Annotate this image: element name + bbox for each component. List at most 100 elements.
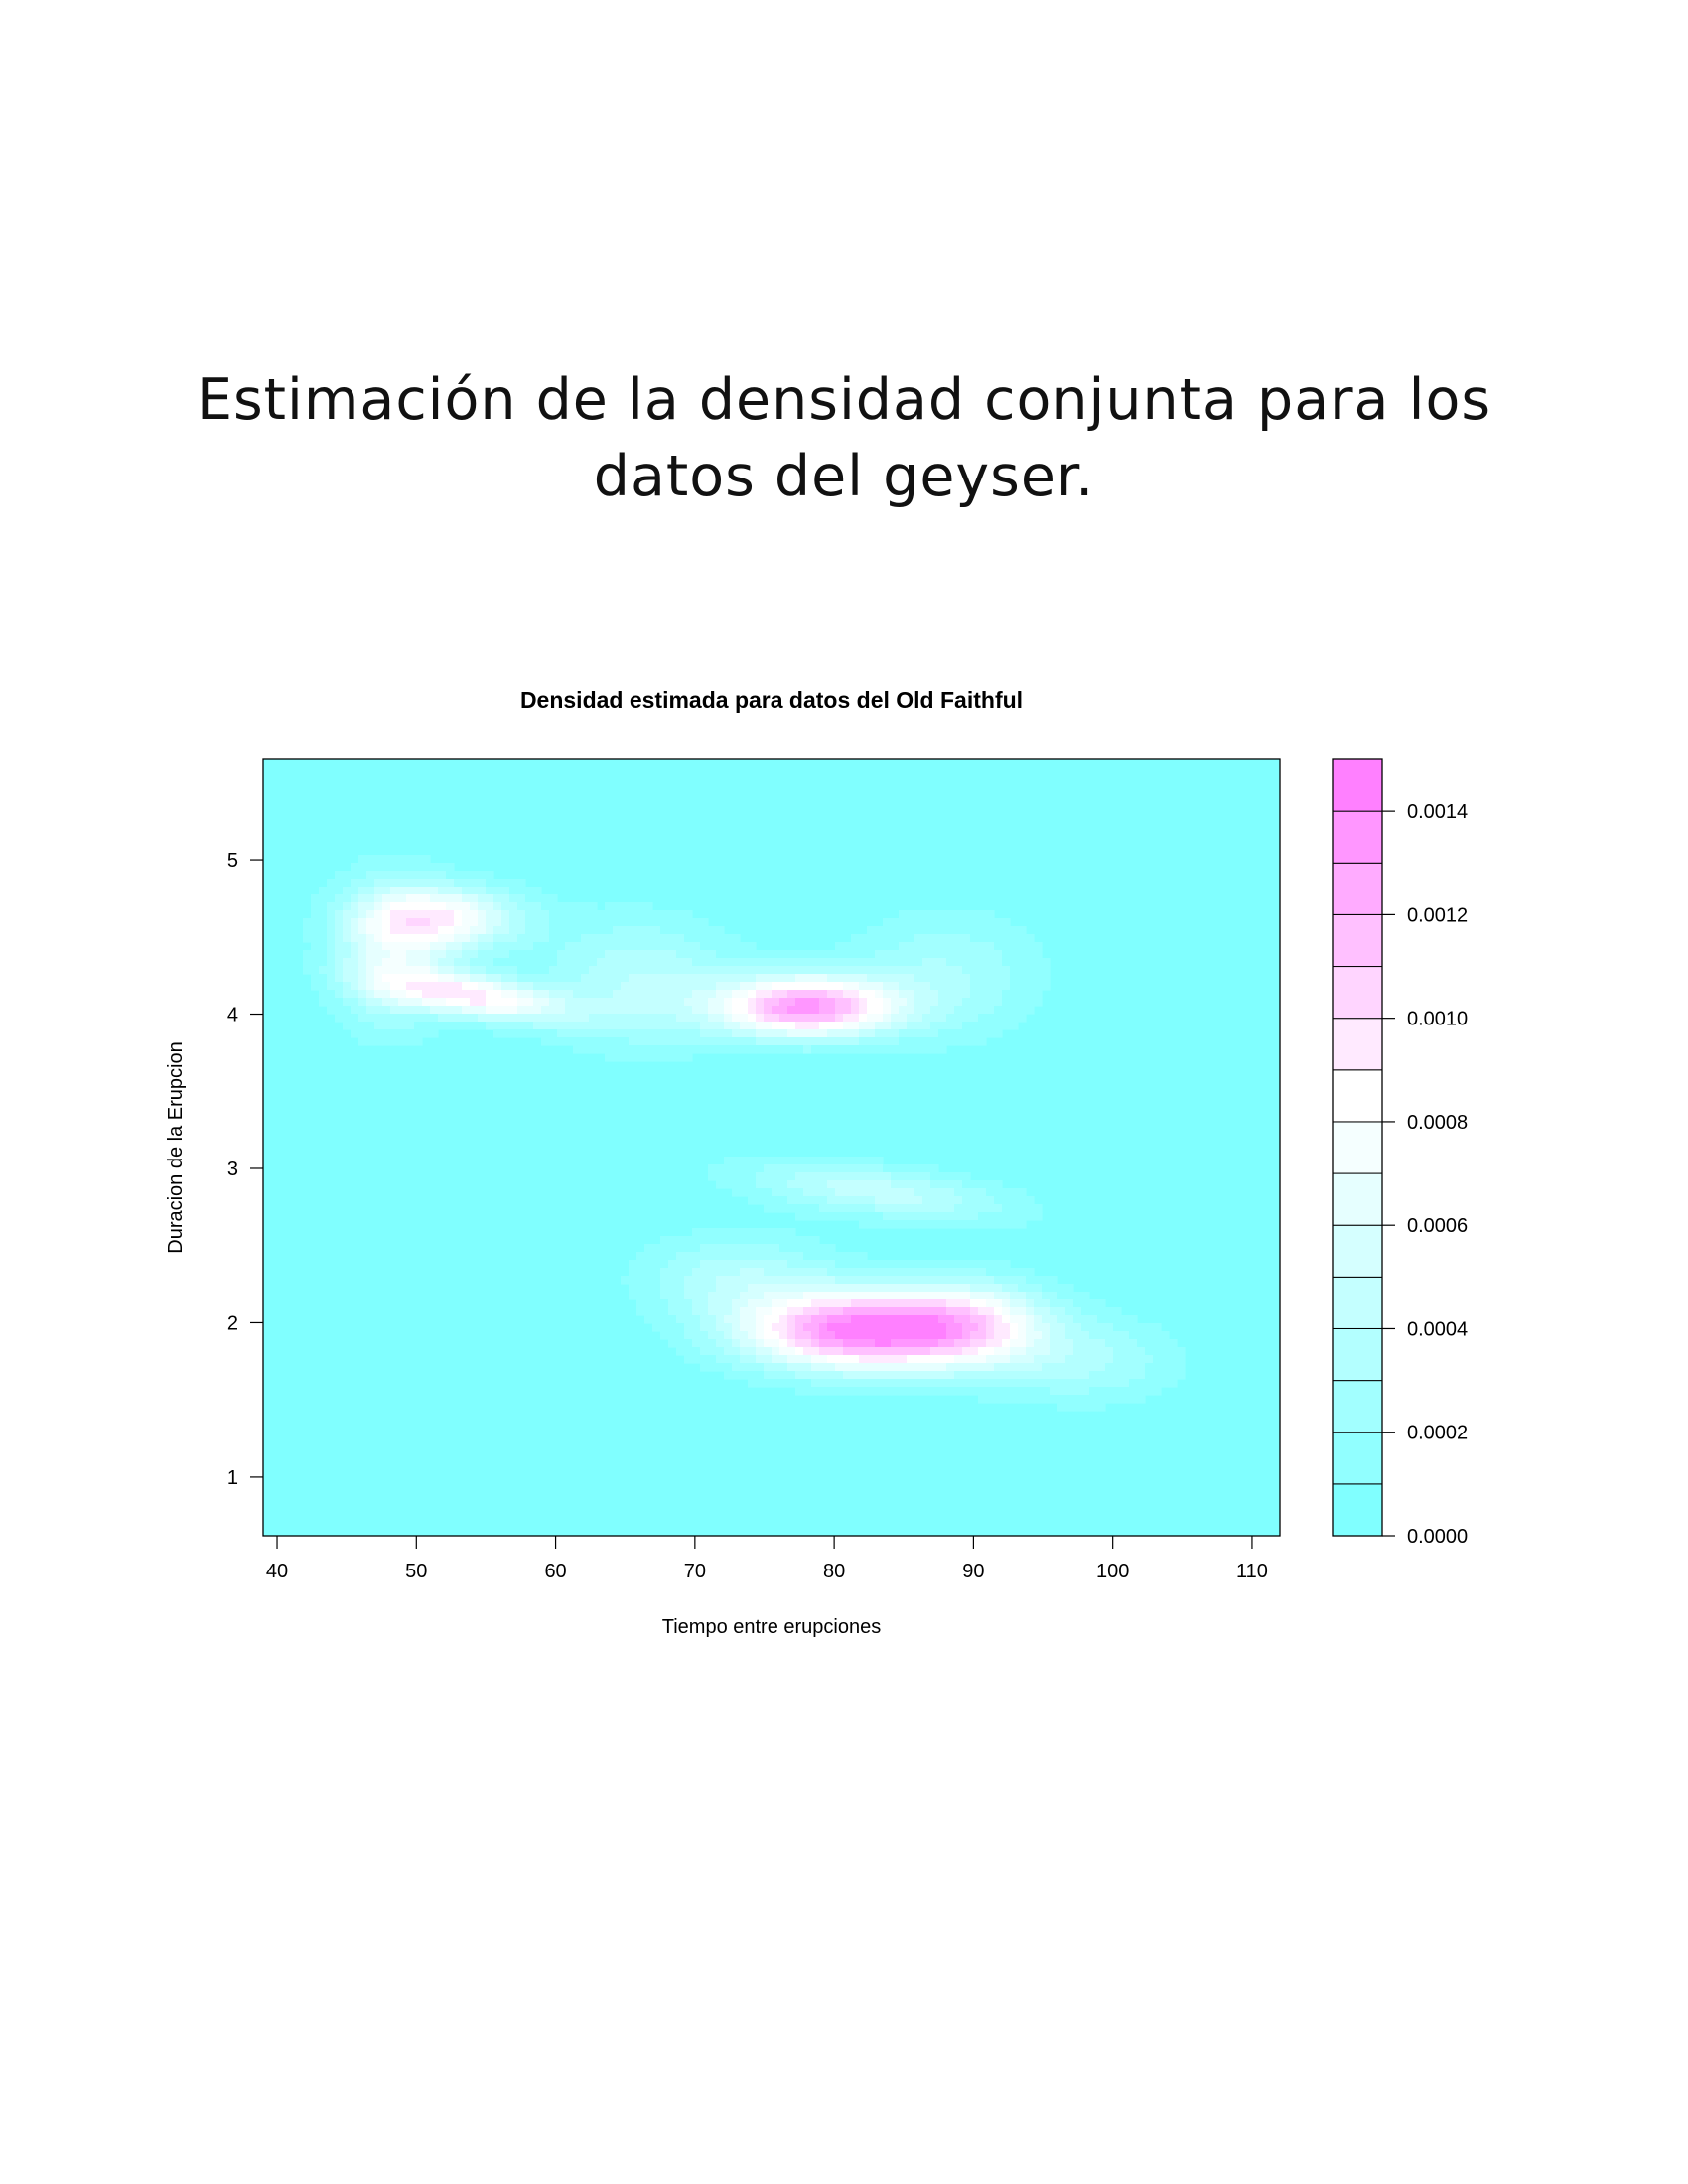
density-cell	[644, 934, 653, 943]
density-cell	[327, 926, 336, 935]
density-cell	[343, 871, 352, 880]
density-cell	[708, 1268, 717, 1277]
density-cell	[803, 1252, 812, 1261]
density-cell	[343, 990, 352, 999]
density-cell	[636, 998, 645, 1007]
density-cell	[875, 1188, 884, 1197]
density-cell	[1002, 1363, 1011, 1372]
density-cell	[938, 1323, 947, 1332]
density-cell	[708, 1164, 717, 1173]
density-cell	[930, 1363, 939, 1372]
density-cell	[748, 1244, 757, 1253]
density-cell	[1018, 1355, 1027, 1364]
density-cell	[946, 1268, 955, 1277]
density-cell	[621, 974, 630, 983]
density-cell	[946, 1387, 955, 1396]
density-cell	[406, 871, 415, 880]
density-cell	[1034, 1355, 1043, 1364]
density-cell	[565, 918, 574, 927]
density-cell	[343, 910, 352, 919]
density-cell	[962, 1315, 971, 1324]
density-cell	[692, 1006, 701, 1015]
density-cell	[756, 958, 765, 967]
density-cell	[597, 1045, 606, 1054]
density-cell	[660, 1323, 669, 1332]
density-cell	[335, 894, 344, 903]
density-cell	[668, 1268, 677, 1277]
density-cell	[740, 1355, 749, 1364]
density-cell	[684, 974, 693, 983]
density-cell	[748, 950, 757, 959]
density-cell	[581, 1022, 590, 1030]
density-cell	[398, 1029, 407, 1038]
density-cell	[899, 910, 908, 919]
density-cell	[382, 950, 391, 959]
density-cell	[930, 1029, 939, 1038]
density-cell	[414, 958, 423, 967]
density-cell	[303, 958, 312, 967]
density-cell	[867, 1260, 876, 1269]
density-cell	[716, 1180, 725, 1189]
density-cell	[684, 1347, 693, 1356]
density-cell	[994, 1260, 1003, 1269]
density-cell	[597, 990, 606, 999]
density-cell	[700, 958, 709, 967]
density-cell	[644, 1268, 653, 1277]
density-cell	[644, 1006, 653, 1015]
density-cell	[1113, 1323, 1122, 1332]
density-cell	[549, 1014, 558, 1023]
density-cell	[732, 1029, 741, 1038]
density-cell	[811, 1299, 820, 1308]
density-cell	[764, 1172, 773, 1181]
density-cell	[470, 942, 479, 951]
density-cell	[1105, 1363, 1114, 1372]
density-cell	[668, 1252, 677, 1261]
density-cell	[366, 879, 375, 887]
density-cell	[899, 1292, 908, 1300]
density-cell	[1010, 998, 1019, 1007]
density-cell	[748, 1029, 757, 1038]
density-cell	[859, 990, 868, 999]
density-cell	[1026, 1379, 1035, 1388]
density-cell	[374, 1006, 383, 1015]
density-cell	[1026, 998, 1035, 1007]
density-cell	[724, 1045, 733, 1054]
density-cell	[875, 990, 884, 999]
density-cell	[1105, 1339, 1114, 1348]
density-cell	[414, 990, 423, 999]
density-cell	[907, 1268, 915, 1277]
density-cell	[827, 1164, 836, 1173]
density-cell	[787, 1006, 796, 1015]
density-cell	[644, 1292, 653, 1300]
density-cell	[438, 942, 447, 951]
density-cell	[978, 1276, 987, 1285]
density-cell	[1042, 974, 1051, 983]
density-cell	[1057, 1339, 1066, 1348]
density-cell	[819, 1339, 828, 1348]
density-cell	[509, 974, 518, 983]
density-cell	[438, 950, 447, 959]
density-cell	[764, 1371, 773, 1380]
density-cell	[636, 1276, 645, 1285]
density-cell	[565, 998, 574, 1007]
density-cell	[1026, 958, 1035, 967]
density-cell	[922, 910, 931, 919]
density-cell	[501, 950, 510, 959]
density-cell	[859, 1339, 868, 1348]
density-cell	[1089, 1315, 1098, 1324]
density-cell	[740, 1268, 749, 1277]
density-cell	[938, 1387, 947, 1396]
density-cell	[716, 934, 725, 943]
density-cell	[970, 966, 979, 975]
density-cell	[573, 974, 582, 983]
density-cell	[795, 982, 804, 991]
density-cell	[922, 1331, 931, 1340]
density-cell	[883, 1006, 892, 1015]
density-cell	[1002, 958, 1011, 967]
density-cell	[1089, 1331, 1098, 1340]
density-cell	[1010, 966, 1019, 975]
density-cell	[970, 1204, 979, 1213]
density-cell	[716, 990, 725, 999]
density-cell	[708, 990, 717, 999]
density-cell	[724, 966, 733, 975]
